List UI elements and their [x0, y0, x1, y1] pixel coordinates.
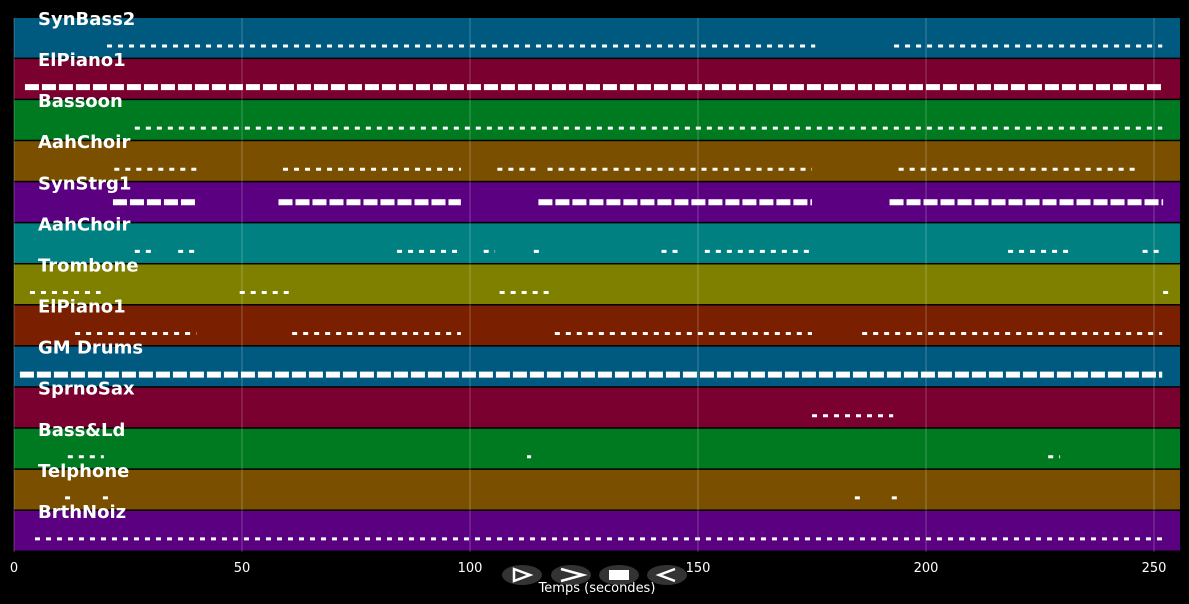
- track-name: ElPiano1: [38, 297, 126, 318]
- play-button[interactable]: [502, 565, 542, 585]
- x-tick-label: 0: [10, 561, 18, 576]
- x-tick-label: 200: [914, 561, 939, 576]
- track-name: SynBass2: [38, 9, 135, 30]
- lanes: [14, 18, 1180, 551]
- track-lane: [14, 428, 1180, 469]
- x-axis: 0 50 100 150 200 250: [10, 561, 1167, 576]
- x-axis-title: Temps (secondes): [538, 581, 656, 596]
- track-name: ElPiano1: [38, 50, 126, 71]
- rewind-icon: [655, 567, 676, 583]
- play-icon: [512, 567, 534, 583]
- track-lane: [14, 223, 1180, 263]
- track-lane: [14, 346, 1180, 387]
- track-lane: [14, 469, 1180, 510]
- grid: [13, 18, 1155, 552]
- x-tick-label: 50: [234, 561, 251, 576]
- rewind-button[interactable]: [647, 565, 687, 585]
- track-name: Telphone: [38, 461, 129, 482]
- track-name: AahChoir: [38, 214, 130, 235]
- x-tick-label: 100: [458, 561, 483, 576]
- track-lane: [14, 100, 1180, 140]
- track-name: Trombone: [38, 255, 139, 276]
- x-tick-label: 150: [686, 561, 711, 576]
- track-name: AahChoir: [38, 132, 130, 153]
- track-lane: [14, 387, 1180, 428]
- track-name: GM Drums: [38, 338, 143, 359]
- stop-icon: [609, 570, 629, 580]
- notes: [19, 44, 1170, 541]
- track-name: SprnoSax: [38, 379, 135, 400]
- track-name: Bass&Ld: [38, 420, 125, 441]
- track-lane: [14, 510, 1180, 551]
- controls: [502, 565, 687, 585]
- track-lane: [14, 305, 1180, 346]
- track-lane: [14, 264, 1180, 305]
- forward-icon: [560, 567, 588, 583]
- track-lane: [14, 141, 1180, 181]
- track-lane: [14, 59, 1180, 99]
- track-name: Bassoon: [38, 91, 123, 112]
- track-name: SynStrg1: [38, 173, 131, 194]
- track-lane: [14, 18, 1180, 58]
- track-name: BrthNoiz: [38, 502, 126, 523]
- x-tick-label: 250: [1142, 561, 1167, 576]
- labels: SynBass2 ElPiano1 Bassoon AahChoir SynStrg1 A…: [38, 9, 143, 523]
